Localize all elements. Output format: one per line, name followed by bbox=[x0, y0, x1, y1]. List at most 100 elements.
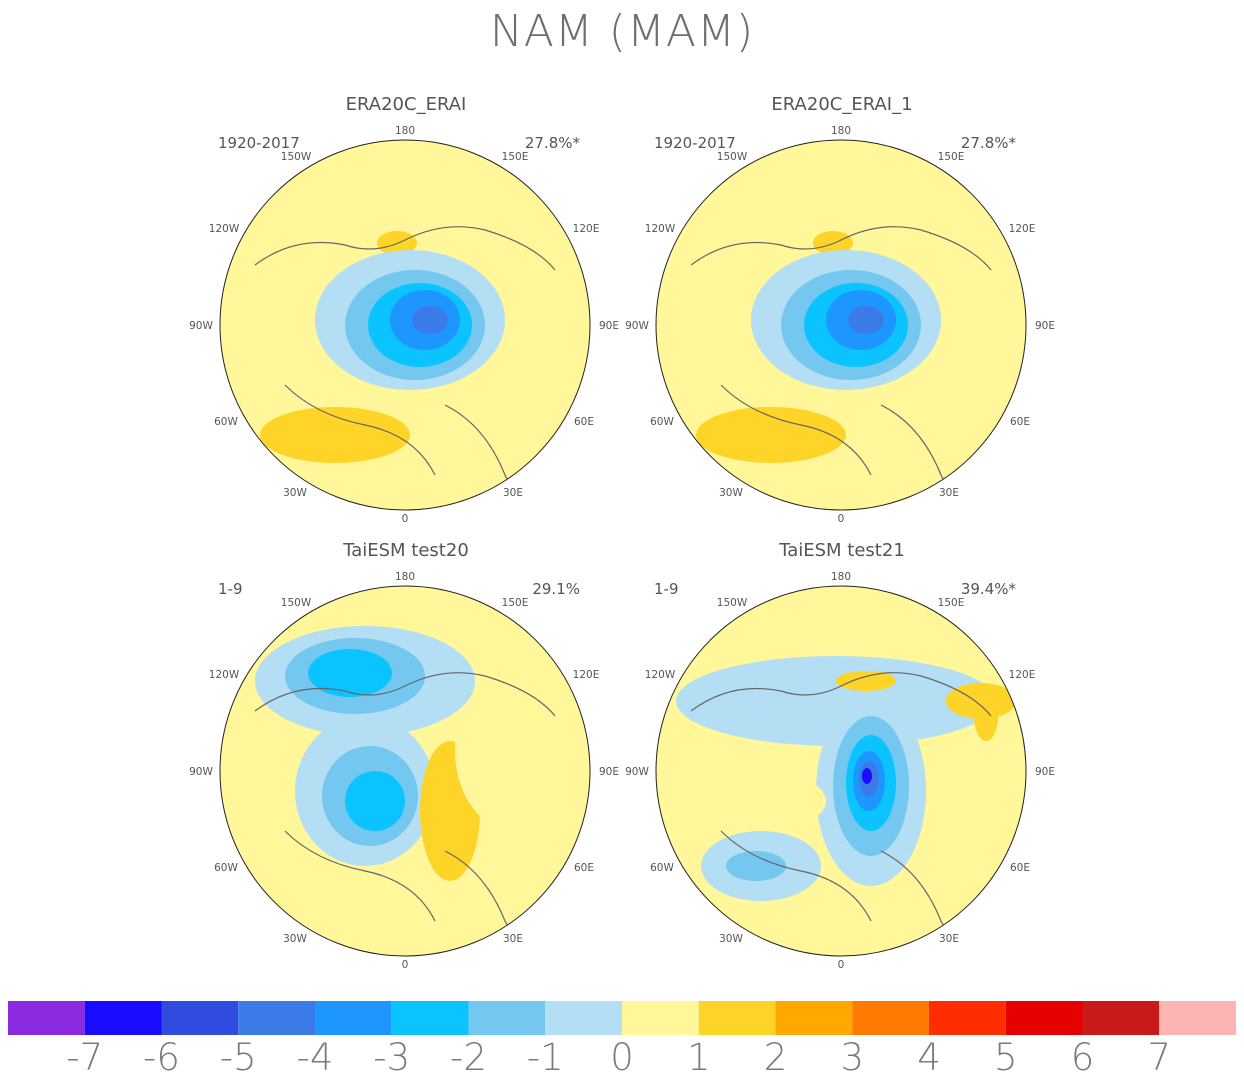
longitude-label: 120E bbox=[573, 669, 600, 681]
panel-variance: 29.1% bbox=[532, 580, 580, 598]
colorbar-segment bbox=[545, 1001, 622, 1035]
panel-period: 1920-2017 bbox=[654, 134, 736, 152]
longitude-label: 60W bbox=[650, 416, 674, 428]
colorbar-segment bbox=[929, 1001, 1006, 1035]
longitude-label: 120E bbox=[1009, 223, 1036, 235]
longitude-label: 90W bbox=[625, 320, 649, 332]
longitude-label: 60E bbox=[574, 416, 594, 428]
panel-title: TaiESM test21 bbox=[779, 540, 905, 561]
longitude-label: 150E bbox=[938, 597, 965, 609]
contour-region bbox=[676, 656, 996, 746]
longitude-label: 60W bbox=[650, 862, 674, 874]
longitude-label: 120E bbox=[573, 223, 600, 235]
contour-region bbox=[230, 761, 280, 801]
colorbar-label: -2 bbox=[450, 1036, 487, 1079]
colorbar-label: -3 bbox=[373, 1036, 411, 1079]
colorbar-label: 0 bbox=[610, 1036, 634, 1079]
anomaly-field bbox=[220, 586, 590, 956]
colorbar-segment bbox=[1005, 1001, 1083, 1035]
anomaly-field bbox=[656, 140, 1026, 510]
longitude-label: 30E bbox=[503, 487, 523, 499]
anomaly-field bbox=[220, 140, 590, 510]
figure-title: NAM (MAM) bbox=[489, 6, 755, 57]
longitude-label: 60W bbox=[214, 862, 238, 874]
longitude-label: 60E bbox=[1010, 862, 1030, 874]
colorbar-label: -1 bbox=[526, 1036, 564, 1079]
longitude-label: 0 bbox=[402, 959, 409, 971]
contour-region bbox=[455, 671, 575, 831]
colorbar-segment bbox=[8, 1001, 85, 1035]
longitude-label: 150W bbox=[281, 597, 312, 609]
panel-variance: 27.8%* bbox=[524, 134, 580, 152]
contour-region bbox=[726, 851, 786, 881]
polar-map: 180 0 90W 90E 150W 150E 120W 120E 60W 60E 30W 30E bbox=[625, 571, 1055, 971]
colorbar-segment bbox=[1159, 1001, 1236, 1035]
longitude-label: 180 bbox=[395, 571, 415, 583]
longitude-label: 90W bbox=[189, 766, 213, 778]
panel-title: ERA20C_ERAI_1 bbox=[771, 94, 913, 115]
longitude-label: 120W bbox=[209, 669, 240, 681]
colorbar-label: 6 bbox=[1070, 1036, 1095, 1079]
longitude-label: 60E bbox=[1010, 416, 1030, 428]
longitude-label: 30W bbox=[283, 933, 307, 945]
longitude-label: 150E bbox=[502, 597, 529, 609]
contour-region bbox=[260, 407, 410, 463]
longitude-label: 180 bbox=[831, 571, 851, 583]
longitude-label: 150W bbox=[717, 597, 748, 609]
longitude-label: 30W bbox=[283, 487, 307, 499]
longitude-label: 90E bbox=[599, 766, 619, 778]
longitude-label: 90W bbox=[189, 320, 213, 332]
contour-region bbox=[345, 771, 405, 831]
colorbar-label: 7 bbox=[1147, 1036, 1172, 1079]
map-border bbox=[219, 139, 591, 511]
polar-map: 180 0 90W 90E 150W 150E 120W 120E 60W 60E 30W 30E bbox=[625, 125, 1055, 525]
contour-region bbox=[836, 671, 896, 691]
colorbar-segment bbox=[161, 1001, 239, 1035]
longitude-label: 30W bbox=[719, 487, 743, 499]
longitude-label: 30E bbox=[503, 933, 523, 945]
longitude-label: 30E bbox=[939, 933, 959, 945]
longitude-label: 120E bbox=[1009, 669, 1036, 681]
longitude-label: 90E bbox=[599, 320, 619, 332]
longitude-label: 180 bbox=[395, 125, 415, 137]
map-panel-era20c-erai: ERA20C_ERAI 1920-2017 27.8%* 180 0 90W 90E 1… bbox=[186, 94, 626, 534]
panel-period: 1920-2017 bbox=[218, 134, 300, 152]
panel-title: ERA20C_ERAI bbox=[345, 94, 467, 115]
contour-region bbox=[848, 306, 884, 334]
longitude-label: 60W bbox=[214, 416, 238, 428]
colorbar-label: 1 bbox=[686, 1036, 711, 1079]
colorbar-label: -7 bbox=[66, 1036, 104, 1079]
map-border bbox=[219, 585, 591, 957]
panel-variance: 39.4%* bbox=[960, 580, 1016, 598]
colorbar-label: 4 bbox=[917, 1036, 941, 1079]
colorbar-label: -5 bbox=[219, 1036, 257, 1079]
colorbar-label: -4 bbox=[296, 1036, 334, 1079]
panel-variance: 27.8%* bbox=[960, 134, 1016, 152]
panel-period: 1-9 bbox=[218, 580, 243, 598]
longitude-label: 150E bbox=[502, 151, 529, 163]
longitude-label: 150W bbox=[281, 151, 312, 163]
map-border bbox=[655, 585, 1027, 957]
longitude-label: 0 bbox=[838, 959, 845, 971]
longitude-label: 0 bbox=[402, 513, 409, 525]
map-panel-taiesm-test21: TaiESM test21 1-9 39.4%* 180 0 90W 90E 150W 1… bbox=[622, 540, 1062, 980]
colorbar-label: 2 bbox=[763, 1036, 788, 1079]
colorbar-segment bbox=[84, 1001, 162, 1035]
map-panel-taiesm-test20: TaiESM test20 1-9 29.1% 180 0 90W 90E 150W 15… bbox=[186, 540, 626, 980]
longitude-label: 150W bbox=[717, 151, 748, 163]
panel-period: 1-9 bbox=[654, 580, 679, 598]
longitude-label: 90E bbox=[1035, 320, 1055, 332]
colorbar-segment bbox=[852, 1001, 929, 1035]
longitude-label: 0 bbox=[838, 513, 845, 525]
longitude-label: 120W bbox=[645, 223, 676, 235]
map-border bbox=[655, 139, 1027, 511]
colorbar bbox=[8, 1001, 1236, 1035]
colorbar-segment bbox=[622, 1001, 699, 1035]
colorbar-label: 5 bbox=[993, 1036, 1018, 1079]
panel-title: TaiESM test20 bbox=[343, 540, 469, 561]
polar-map: 180 0 90W 90E 150W 150E 120W 120E 60W 60E 30W 30E bbox=[189, 125, 619, 525]
contour-region bbox=[862, 768, 872, 784]
contour-region bbox=[974, 691, 998, 741]
colorbar-segment bbox=[468, 1001, 546, 1035]
